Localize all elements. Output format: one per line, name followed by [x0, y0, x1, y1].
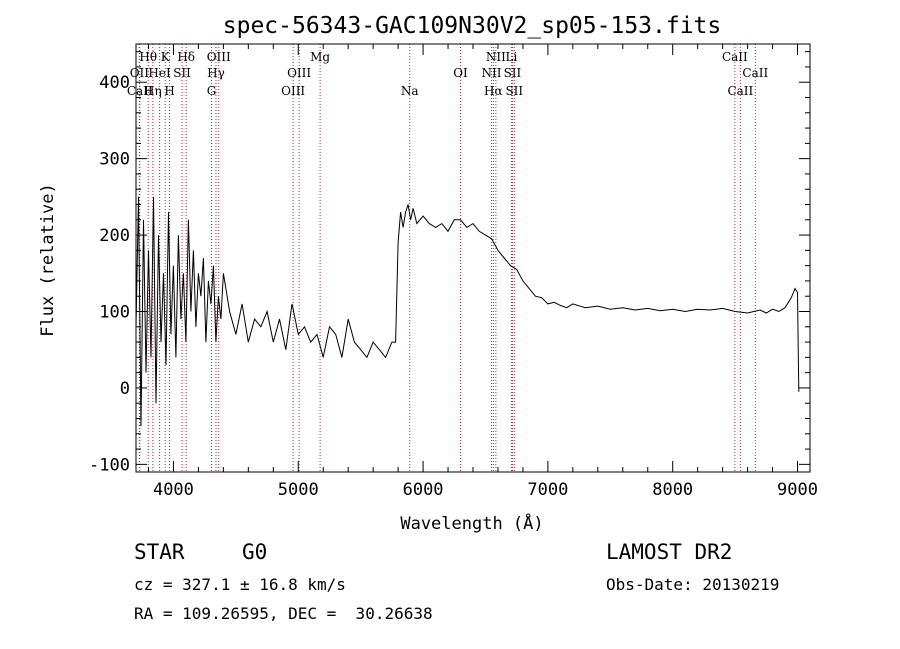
spectral-line-label: K	[161, 50, 171, 64]
line-marker-layer	[138, 44, 756, 472]
survey-name: LAMOST DR2	[606, 540, 733, 564]
y-tick-label: 200	[99, 226, 130, 246]
spectral-line-label: CaII	[742, 66, 768, 80]
spectral-line-label: HeI	[148, 66, 171, 80]
spectral-line-label: Hη	[144, 84, 162, 98]
x-axis-label: Wavelength (Å)	[400, 512, 543, 534]
obs-date-text: Obs-Date: 20130219	[606, 575, 780, 594]
x-tick-label: 6000	[403, 480, 444, 500]
spectral-line-label: Hδ	[177, 50, 195, 64]
y-tick-label: -100	[89, 455, 130, 475]
spectral-line-label: Mg	[310, 50, 330, 64]
spectral-line-label: NII	[481, 66, 501, 80]
spectral-line-label: H	[164, 84, 174, 98]
y-tick-label: 100	[99, 303, 130, 323]
spectral-line-label: Li	[506, 50, 518, 64]
spectral-line-label: Hα	[484, 84, 503, 98]
spectral-line-label: OIII	[207, 50, 231, 64]
spectral-line-label: OII	[130, 66, 150, 80]
spectral-line-label: SII	[505, 84, 523, 98]
x-tick-label: 4000	[153, 480, 194, 500]
spectral-line-label: OIII	[281, 84, 305, 98]
spectral-line-label: CaII	[722, 50, 748, 64]
object-class: STAR	[134, 540, 185, 564]
line-label-layer: Hθ OII CaII K HeI Hη SII H Hδ OIII Hγ G Mg OIII OIII Na…	[127, 50, 769, 98]
spectral-line-label: CaII	[127, 84, 153, 98]
x-tick-label: 8000	[652, 480, 693, 500]
spectral-line-label: Na	[401, 84, 419, 98]
spectral-line-label: CaII	[727, 84, 753, 98]
y-tick-label: 300	[99, 150, 130, 170]
spectral-line-label: G	[207, 84, 217, 98]
y-tick-label: 0	[120, 379, 130, 399]
spectral-line-label: SII	[504, 66, 522, 80]
spectral-line-label: NII	[486, 50, 506, 64]
chart-title: spec-56343-GAC109N30V2_sp05-153.fits	[223, 13, 722, 39]
object-subclass: G0	[242, 540, 268, 564]
redshift-text: cz = 327.1 ± 16.8 km/s	[134, 575, 346, 594]
spectral-line-label: OIII	[287, 66, 311, 80]
spectral-line-label: Hθ	[139, 50, 157, 64]
y-axis-label: Flux (relative)	[38, 183, 58, 337]
plot-frame	[135, 43, 811, 473]
coordinates-text: RA = 109.26595, DEC = 30.26638	[134, 604, 433, 623]
spectrum-line	[135, 196, 800, 427]
x-tick-label: 7000	[527, 480, 568, 500]
spectral-line-label: SII	[173, 66, 191, 80]
spectral-line-label: OI	[453, 66, 468, 80]
y-tick-label: 400	[99, 73, 130, 93]
spectral-line-label: Hγ	[207, 66, 225, 80]
tick-layer: 4000 5000 6000 7000 8000 9000 -100 0 100 200 300 40…	[89, 44, 818, 500]
x-tick-label: 9000	[777, 480, 818, 500]
x-tick-label: 5000	[278, 480, 319, 500]
